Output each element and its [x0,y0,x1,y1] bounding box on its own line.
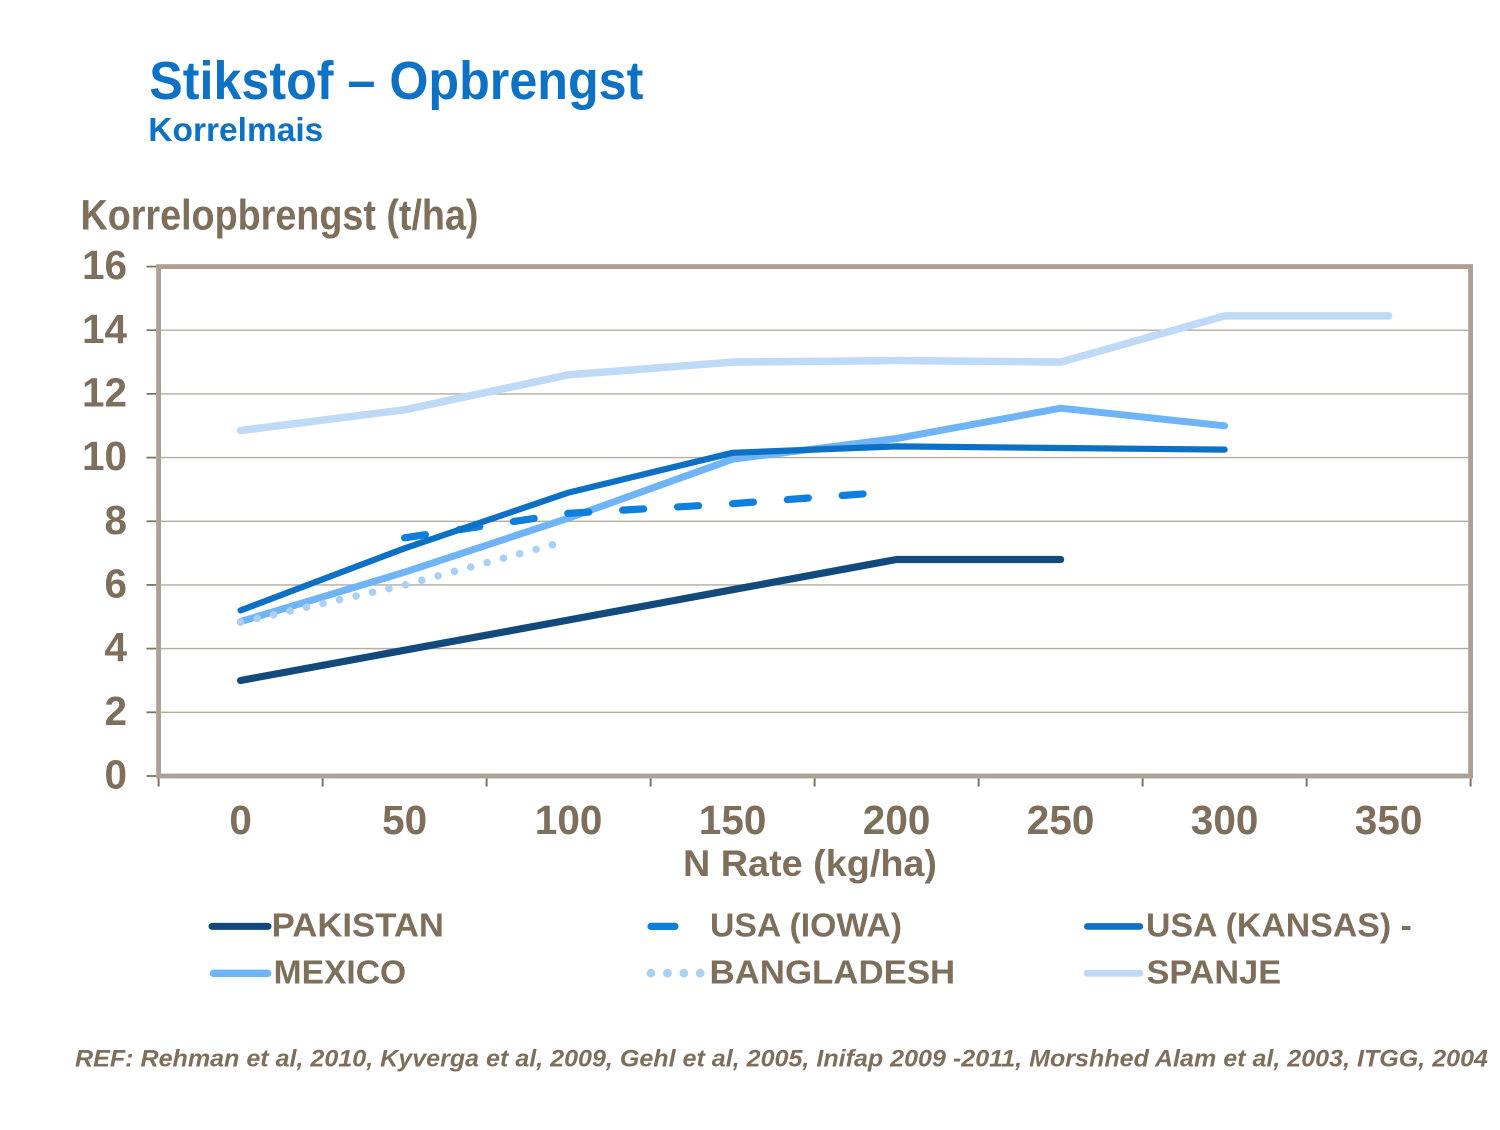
svg-text:100: 100 [535,797,603,843]
svg-text:150: 150 [699,797,767,843]
svg-text:Korrelmais: Korrelmais [148,111,323,148]
svg-text:6: 6 [104,561,127,607]
svg-text:2: 2 [104,688,127,734]
svg-text:50: 50 [382,797,427,843]
svg-text:200: 200 [863,797,931,843]
svg-text:USA (KANSAS) -: USA (KANSAS) - [1146,908,1412,945]
svg-text:4: 4 [104,624,127,670]
svg-text:N Rate (kg/ha): N Rate (kg/ha) [683,842,937,884]
svg-text:350: 350 [1355,797,1423,843]
svg-text:300: 300 [1191,797,1259,843]
svg-text:USA (IOWA): USA (IOWA) [710,908,902,945]
svg-text:BANGLADESH: BANGLADESH [710,955,956,992]
svg-text:8: 8 [104,497,127,543]
svg-text:16: 16 [82,242,127,288]
svg-text:12: 12 [82,370,127,416]
svg-text:Korrelopbrengst (t/ha): Korrelopbrengst (t/ha) [81,191,479,239]
svg-text:0: 0 [229,797,252,843]
svg-text:Stikstof – Opbrengst: Stikstof – Opbrengst [149,51,643,111]
svg-text:250: 250 [1027,797,1095,843]
svg-text:PAKISTAN: PAKISTAN [272,908,444,945]
svg-text:SPANJE: SPANJE [1147,955,1282,992]
svg-text:14: 14 [82,306,128,352]
svg-text:MEXICO: MEXICO [274,955,407,992]
svg-text:0: 0 [104,752,127,798]
svg-text:10: 10 [82,433,127,479]
svg-text:REF: Rehman et al, 2010, Kyver: REF: Rehman et al, 2010, Kyverga et al, … [75,1046,1488,1073]
